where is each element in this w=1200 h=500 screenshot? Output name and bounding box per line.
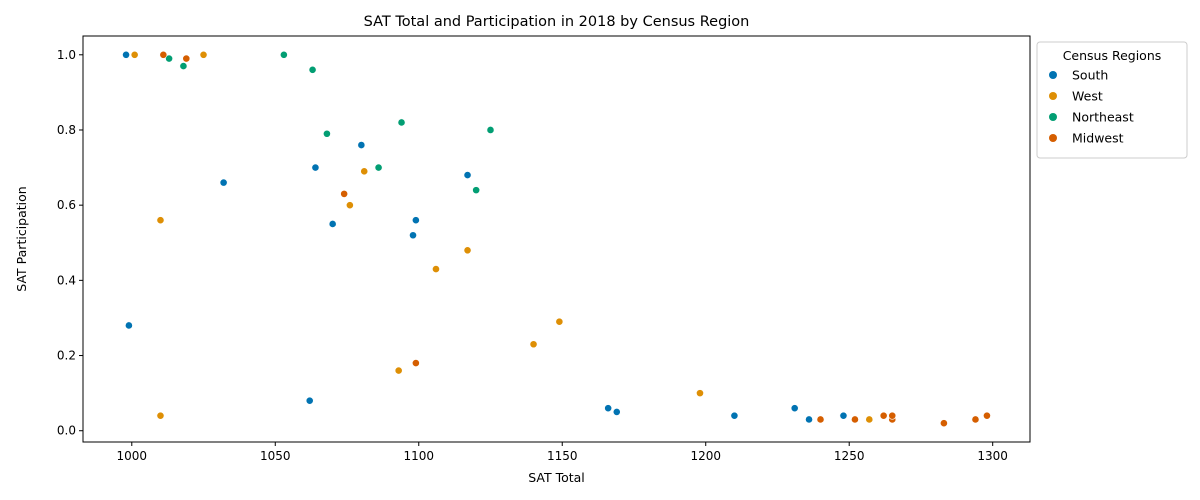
data-point-midwest: [816, 415, 825, 424]
data-point-west: [360, 167, 369, 176]
legend-marker-northeast: [1049, 113, 1057, 121]
legend-marker-west: [1049, 92, 1057, 100]
data-point-northeast: [308, 65, 317, 74]
data-point-northeast: [165, 54, 173, 63]
legend-label-northeast: Northeast: [1072, 110, 1134, 125]
x-axis: 1000 1050 1100 1150 1200 1250 1300: [117, 442, 1008, 463]
y-tick-label: 1.0: [57, 48, 76, 62]
x-tick-label: 1150: [547, 449, 578, 463]
legend-label-west: West: [1072, 89, 1103, 104]
x-tick-label: 1300: [977, 449, 1008, 463]
data-point-south: [604, 404, 613, 413]
y-tick-label: 0.4: [57, 273, 76, 287]
data-point-south: [305, 396, 314, 405]
data-point-south: [839, 411, 848, 420]
data-point-west: [529, 340, 538, 349]
legend-marker-midwest: [1049, 134, 1057, 142]
legend-label-south: South: [1072, 68, 1108, 83]
data-point-south: [612, 408, 621, 416]
data-point-south: [411, 216, 420, 225]
data-point-midwest: [971, 415, 980, 424]
data-point-west: [463, 246, 472, 255]
data-point-northeast: [323, 129, 331, 138]
legend-label-midwest: Midwest: [1072, 131, 1124, 146]
data-point-west: [432, 265, 440, 273]
data-point-south: [219, 178, 228, 187]
data-point-midwest: [983, 411, 991, 420]
data-point-midwest: [182, 54, 191, 63]
data-point-midwest: [159, 50, 168, 59]
x-tick-label: 1200: [690, 449, 721, 463]
x-tick-label: 1100: [403, 449, 434, 463]
data-point-northeast: [279, 50, 288, 59]
x-tick-label: 1000: [117, 449, 148, 463]
data-point-midwest: [851, 415, 859, 424]
plot-area: [82, 35, 1031, 443]
x-tick-label: 1050: [260, 449, 291, 463]
x-tick-label: 1250: [834, 449, 865, 463]
data-point-northeast: [397, 118, 406, 127]
data-point-west: [156, 216, 165, 225]
data-point-south: [805, 415, 813, 424]
chart-title: SAT Total and Participation in 2018 by C…: [364, 14, 750, 30]
y-tick-label: 0.0: [57, 424, 76, 438]
data-point-west: [345, 201, 354, 210]
data-point-west: [865, 415, 874, 424]
data-point-south: [125, 321, 133, 330]
data-point-northeast: [374, 163, 383, 172]
legend-title: Census Regions: [1063, 48, 1162, 63]
data-point-midwest: [888, 411, 897, 420]
data-point-northeast: [486, 126, 495, 134]
data-point-midwest: [879, 411, 888, 420]
y-tick-label: 0.6: [57, 198, 76, 212]
data-point-west: [394, 366, 403, 375]
data-point-west: [130, 50, 139, 59]
data-point-northeast: [179, 62, 188, 70]
data-point-south: [357, 141, 366, 149]
data-point-midwest: [411, 359, 420, 367]
data-point-south: [790, 404, 799, 413]
data-point-northeast: [472, 186, 481, 195]
data-point-midwest: [340, 189, 349, 198]
data-point-south: [328, 220, 337, 228]
data-point-west: [555, 317, 564, 326]
y-tick-label: 0.8: [57, 123, 76, 137]
data-point-west: [696, 389, 704, 398]
data-point-south: [463, 171, 472, 179]
legend-marker-south: [1049, 71, 1057, 79]
y-axis: 0.0 0.2 0.4 0.6 0.8 1.0: [57, 48, 83, 438]
legend: Census Regions South West Northeast Midwest: [1036, 41, 1188, 159]
scatter-points: [122, 50, 991, 428]
legend-box: [1036, 41, 1188, 159]
y-tick-label: 0.2: [57, 349, 76, 363]
data-point-midwest: [940, 419, 948, 428]
data-point-south: [730, 411, 739, 420]
y-axis-label: SAT Participation: [14, 186, 29, 291]
data-point-west: [156, 411, 165, 420]
x-axis-label: SAT Total: [528, 470, 585, 485]
data-point-west: [199, 50, 208, 59]
data-point-south: [409, 231, 417, 240]
data-point-south: [311, 163, 320, 172]
data-point-south: [122, 50, 130, 59]
